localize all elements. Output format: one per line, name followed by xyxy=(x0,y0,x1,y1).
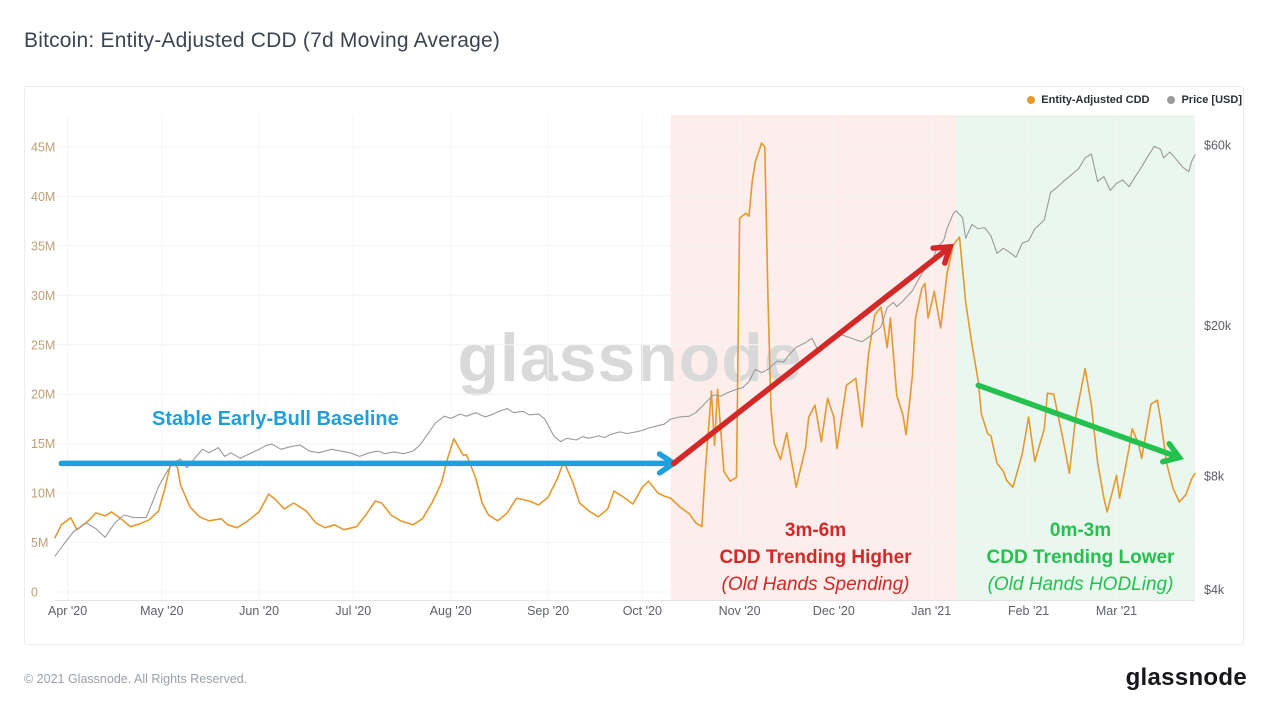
x-axis-label: Mar '21 xyxy=(1096,604,1137,618)
y-axis-left-label: 35M xyxy=(31,239,55,253)
y-axis-right-label: $8k xyxy=(1204,469,1225,483)
y-axis-left-label: 5M xyxy=(31,536,48,550)
x-axis-label: Dec '20 xyxy=(813,604,855,618)
x-axis-label: Jul '20 xyxy=(335,604,371,618)
x-axis-label: Apr '20 xyxy=(48,604,87,618)
price-series-dot-icon xyxy=(1167,96,1176,104)
x-axis-label: Jun '20 xyxy=(239,604,279,618)
glassnode-logo: glassnode xyxy=(1125,664,1247,691)
x-axis-label: Feb '21 xyxy=(1008,604,1049,618)
legend-label: Price [USD] xyxy=(1181,94,1242,106)
y-axis-left-label: 20M xyxy=(31,388,55,402)
annotation-line: 0m-3m xyxy=(1049,520,1112,541)
region-cdd-trending-higher xyxy=(670,115,957,600)
x-axis-label: May '20 xyxy=(140,604,183,618)
series-price-usd- xyxy=(54,145,1196,557)
y-axis-left-label: 15M xyxy=(31,437,55,451)
annotation-cdd-trending-higher: 3m-6m CDD Trending Higher (Old Hands Spe… xyxy=(688,517,943,598)
falling-arrow xyxy=(975,382,1184,465)
y-axis-left-label: 45M xyxy=(31,141,55,155)
y-axis-left-label: 0 xyxy=(31,586,38,600)
y-axis-right-label: $60k xyxy=(1204,139,1232,153)
legend-item-entity-adjusted-cdd[interactable]: Entity-Adjusted CDD xyxy=(1027,94,1149,106)
x-axis-label: Aug '20 xyxy=(430,604,472,618)
annotation-stable-baseline: Stable Early-Bull Baseline xyxy=(152,408,399,430)
annotation-line: CDD Trending Lower xyxy=(986,547,1175,568)
legend-item-price-usd[interactable]: Price [USD] xyxy=(1167,94,1242,106)
series-entity-adjusted-cdd xyxy=(54,142,1196,539)
annotation-line: CDD Trending Higher xyxy=(719,547,912,568)
x-axis-label: Nov '20 xyxy=(719,604,761,618)
x-axis-label: Sep '20 xyxy=(527,604,569,618)
annotation-line: (Old Hands HODLing) xyxy=(987,574,1174,595)
rising-arrow xyxy=(670,243,954,467)
page-title: Bitcoin: Entity-Adjusted CDD (7d Moving … xyxy=(24,29,501,52)
legend-label: Entity-Adjusted CDD xyxy=(1041,94,1150,106)
annotation-line: 3m-6m xyxy=(784,520,847,541)
y-axis-right-label: $4k xyxy=(1204,583,1225,597)
footer-copyright: © 2021 Glassnode. All Rights Reserved. xyxy=(24,672,248,686)
y-axis-left-label: 10M xyxy=(31,487,55,501)
region-cdd-trending-lower xyxy=(956,115,1195,600)
x-axis-label: Jan '21 xyxy=(911,604,951,618)
glassnode-watermark: glassnode xyxy=(457,320,802,396)
y-axis-left-label: 30M xyxy=(31,289,55,303)
y-axis-left-label: 40M xyxy=(31,190,55,204)
y-axis-left-label: 25M xyxy=(31,338,55,352)
annotation-cdd-trending-lower: 0m-3m CDD Trending Lower (Old Hands HODL… xyxy=(953,517,1208,598)
annotation-line: (Old Hands Spending) xyxy=(721,574,910,595)
cdd-series-dot-icon xyxy=(1027,96,1036,104)
chart-legend: Entity-Adjusted CDD Price [USD] xyxy=(1027,94,1242,106)
y-axis-right-label: $20k xyxy=(1204,319,1232,333)
baseline-arrow xyxy=(58,451,679,476)
x-axis-label: Oct '20 xyxy=(623,604,662,618)
